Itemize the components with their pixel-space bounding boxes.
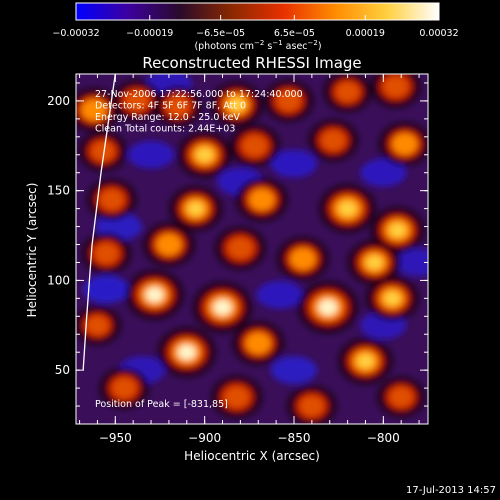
heatmap-hotspot-core [290,248,316,270]
y-tick-label: 50 [55,363,70,377]
heatmap-hotspot-core [81,99,107,121]
colorbar [75,2,440,21]
heatmap-hotspot-core [86,316,109,335]
x-axis-label: Heliocentric X (arcsec) [184,449,320,463]
heatmap-hotspot-core [383,76,408,97]
x-axis: −950 −900 −850 −800 [79,74,420,445]
footer-date: 17-Jul-2013 14:57 [406,485,496,496]
colorbar-tick-label: 6.5e−05 [274,28,315,39]
x-tick-label: −950 [99,431,132,445]
heatmap-coldspot [256,280,303,309]
heatmap-hotspot-core [100,189,124,210]
heatmap-hotspot-core [300,396,324,417]
x-tick-label: −800 [367,431,400,445]
heatmap-hotspot-peak [339,201,357,216]
heatmap-hotspot-peak [389,223,406,237]
heatmap-hotspot-core [392,133,418,155]
solar-limb-arc [82,74,116,371]
annotation-line: Detectors: 4F 5F 6F 7F 8F, Att 0 [95,101,246,112]
heatmap-hotspot-core [166,96,190,116]
heatmap-hotspot-peak [384,291,400,305]
peak-position-label: Position of Peak = [-831,85] [95,399,228,410]
heatmap-coldspot [83,275,130,304]
plot-area [76,74,428,424]
heatmap-hotspot-core [389,387,413,407]
heatmap-hotspot-core [336,82,359,102]
heatmap-hotspot-core [277,90,301,111]
heatmap-hotspot-core [91,141,115,161]
heatmap-coldspot [270,356,318,385]
annotation-line: 27-Nov-2006 17:22:56.000 to 17:24:40.000 [95,89,303,100]
heatmap-hotspot-core [224,386,249,408]
heatmap-hotspot-core [321,130,345,151]
colorbar-ticks: −0.00032 −0.00019 −6.5e−05 6.5e−05 0.00019 0.… [52,15,459,39]
heatmap-coldspot [270,149,318,178]
heatmap-hotspot-peak [213,299,232,316]
heatmap-coldspot [395,248,428,277]
annotation-line: Energy Range: 12.0 - 25.0 keV [95,112,240,123]
heatmap-hotspot-core [242,135,267,157]
annotation-line: Clean Total counts: 2.44E+03 [95,124,235,135]
heatmap-hotspot-core [156,233,182,256]
y-tick-label: 200 [47,94,70,108]
colorbar-tick-label: −0.00019 [126,28,173,39]
heatmap-hotspot-peak [187,201,204,216]
heatmap-hotspot-core [245,332,271,354]
colorbar-tick-label: −6.5e−05 [196,28,245,39]
x-tick-label: −900 [188,431,221,445]
y-axis-label: Heliocentric Y (arcsec) [25,183,39,318]
colorbar-tick-label: 0.00032 [419,28,458,39]
heatmap-hotspot-core [228,237,253,259]
heatmap-hotspot-core [125,90,149,111]
heatmap-hotspot-core [112,378,136,399]
x-tick-label: −850 [278,431,311,445]
colorbar-tick-label: 0.00019 [346,28,385,39]
colorbar-tick-label: −0.00032 [52,28,99,39]
heatmap-coldspot [127,140,175,169]
y-tick-label: 100 [47,273,70,287]
colorbar-unit-label: (photons cm−2 s−1 asec−2) [194,39,321,52]
chart-title: Reconstructed RHESSI Image [142,54,361,72]
heatmap-hotspot-peak [357,354,374,369]
heatmap-coldspot [360,158,407,187]
heatmap-hotspot-peak [366,255,383,270]
heatmap-hotspot-peak [196,147,213,162]
observation-annotations: 27-Nov-2006 17:22:56.000 to 17:24:40.000… [95,89,303,135]
heatmap-hotspot-peak [229,97,245,112]
heatmap-hotspot-peak [145,287,164,303]
heatmap-hotspot-peak [318,299,338,316]
plot-frame [75,73,429,425]
heatmap-hotspot-peak [178,344,196,360]
heatmap-hotspot-core [94,243,118,264]
y-tick-label: 150 [47,184,70,198]
heatmap-hotspot-core [249,188,275,211]
y-axis: 50 100 150 200 [47,82,428,407]
